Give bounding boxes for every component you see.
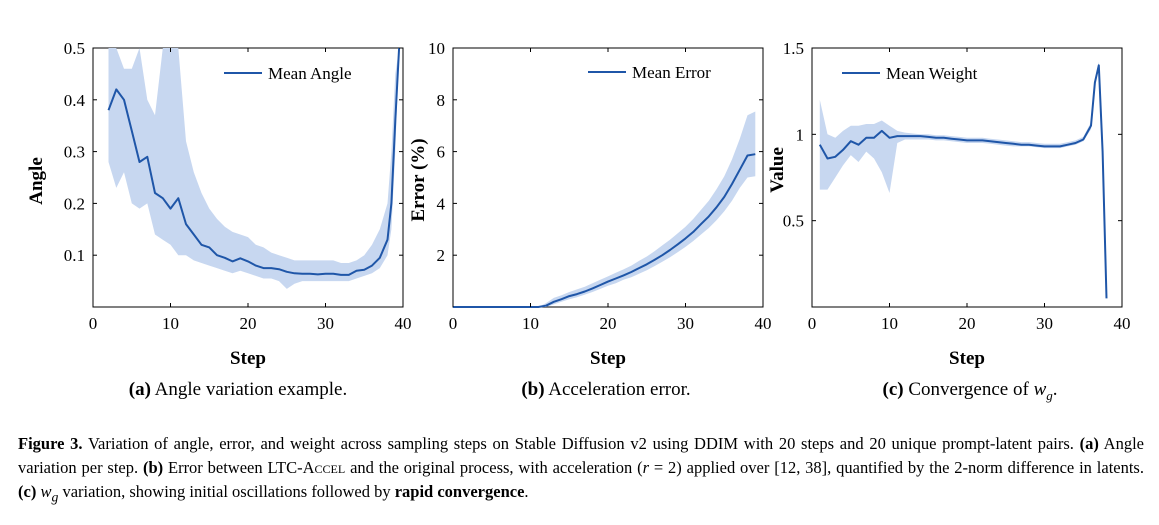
y-tick-label: 6: [437, 143, 446, 162]
subcaption-label: (a): [129, 379, 151, 400]
x-tick-label: 0: [808, 314, 817, 333]
caption-label: Figure 3.: [18, 434, 83, 453]
x-tick-label: 40: [755, 314, 772, 333]
x-tick-label: 20: [959, 314, 976, 333]
subcaption-text: Angle variation example.: [155, 379, 348, 400]
subcaption-label: (b): [521, 379, 544, 400]
y-tick-label: 0.5: [783, 212, 804, 231]
subcaption-math: w: [1034, 379, 1047, 400]
panel-angle: 0 10 20 30 40 0.1 0.2 0.3 0.4 0.5 Mean Angle Step…: [26, 39, 412, 400]
x-axis-label: Step: [949, 348, 985, 369]
caption-w: w: [40, 482, 52, 501]
y-tick-label: 4: [437, 194, 446, 213]
x-axis-label: Step: [230, 348, 266, 369]
subcaption: (a) Angle variation example.: [129, 379, 347, 400]
series-band: [819, 61, 1107, 299]
plot-frame: [811, 47, 1123, 308]
y-tick-label: 0.3: [64, 143, 85, 162]
x-tick-label: 0: [89, 314, 98, 333]
caption-part-2: Angle variation per step.: [18, 434, 1144, 477]
figure-caption: Figure 3. Variation of angle, error, and…: [18, 432, 1144, 509]
x-tick-label: 40: [1114, 314, 1131, 333]
subcaption-label: (c): [883, 379, 904, 400]
x-tick-label: 30: [1036, 314, 1053, 333]
x-tick-label: 20: [600, 314, 617, 333]
caption-part-1: Variation of angle, error, and weight ac…: [82, 434, 1080, 453]
y-tick-label: 1: [796, 125, 805, 144]
y-tick-label: 8: [437, 91, 446, 110]
caption-g: g: [51, 489, 59, 505]
caption-r: r: [642, 458, 650, 477]
figure-3: 0 10 20 30 400.10.20.30.40.5 Mean Angle Step…: [26, 39, 1131, 403]
legend: Mean Angle: [224, 64, 352, 83]
caption-part-4: and the original process, with accelerat…: [345, 458, 643, 477]
y-tick-label: 0.2: [64, 194, 85, 213]
series-line: [107, 47, 401, 276]
series-line: [453, 153, 756, 308]
y-tick-label: 1.5: [783, 39, 804, 58]
y-axis-label: Error (%): [408, 138, 429, 221]
y-tick-label: 0.5: [64, 39, 85, 58]
x-tick-label: 30: [317, 314, 334, 333]
x-tick-label: 10: [881, 314, 898, 333]
subcaption: (b) Acceleration error.: [521, 379, 690, 400]
legend: Mean Weight: [842, 64, 978, 83]
y-tick-label: 2: [437, 246, 446, 265]
x-tick-label: 20: [240, 314, 257, 333]
y-tick-label: 10: [428, 39, 445, 58]
caption-b-label: (b): [142, 458, 164, 477]
y-axis-label: Angle: [26, 157, 47, 205]
series-band: [453, 111, 756, 307]
y-tick-label: 0.4: [64, 91, 86, 110]
x-tick-label: 0: [449, 314, 458, 333]
subcaption-text: Convergence of: [908, 379, 1033, 400]
y-tick-label: 0.1: [64, 246, 85, 265]
series-line: [818, 64, 1108, 299]
subcaption: (c) Convergence of wg.: [883, 379, 1058, 403]
series-band: [108, 48, 400, 289]
panel-weight: 0 10 20 30 400.511.5 Mean Weight Step Value …: [767, 39, 1131, 403]
caption-period: .: [524, 482, 529, 501]
x-tick-label: 10: [522, 314, 539, 333]
x-axis-label: Step: [590, 348, 626, 369]
subcaption-end: .: [1053, 379, 1058, 400]
plot-frame: [452, 47, 764, 308]
caption-part-3: Error between LTC-: [163, 458, 303, 477]
legend-label: Mean Angle: [268, 64, 352, 83]
caption-accel: Accel: [302, 458, 346, 477]
legend-label: Mean Error: [632, 63, 711, 82]
caption-part-6: variation, showing initial oscillations …: [58, 482, 395, 501]
caption-c-label: (c): [18, 482, 37, 501]
panel-error: 0 10 20 30 40 2 4 6 8 10 Mean Error Step Error (%…: [408, 39, 772, 400]
legend-label: Mean Weight: [886, 64, 978, 83]
x-tick-label: 10: [162, 314, 179, 333]
subcaption-sub: g: [1046, 388, 1053, 403]
caption-part-5: = 2) applied over [12, 38], quantified b…: [649, 458, 1144, 477]
subcaption-text: Acceleration error.: [548, 379, 690, 400]
caption-a-label: (a): [1079, 434, 1099, 453]
legend: Mean Error: [588, 63, 711, 82]
x-tick-label: 40: [395, 314, 412, 333]
x-tick-label: 30: [677, 314, 694, 333]
y-axis-label: Value: [767, 147, 788, 193]
caption-bold-end: rapid convergence: [394, 482, 525, 501]
